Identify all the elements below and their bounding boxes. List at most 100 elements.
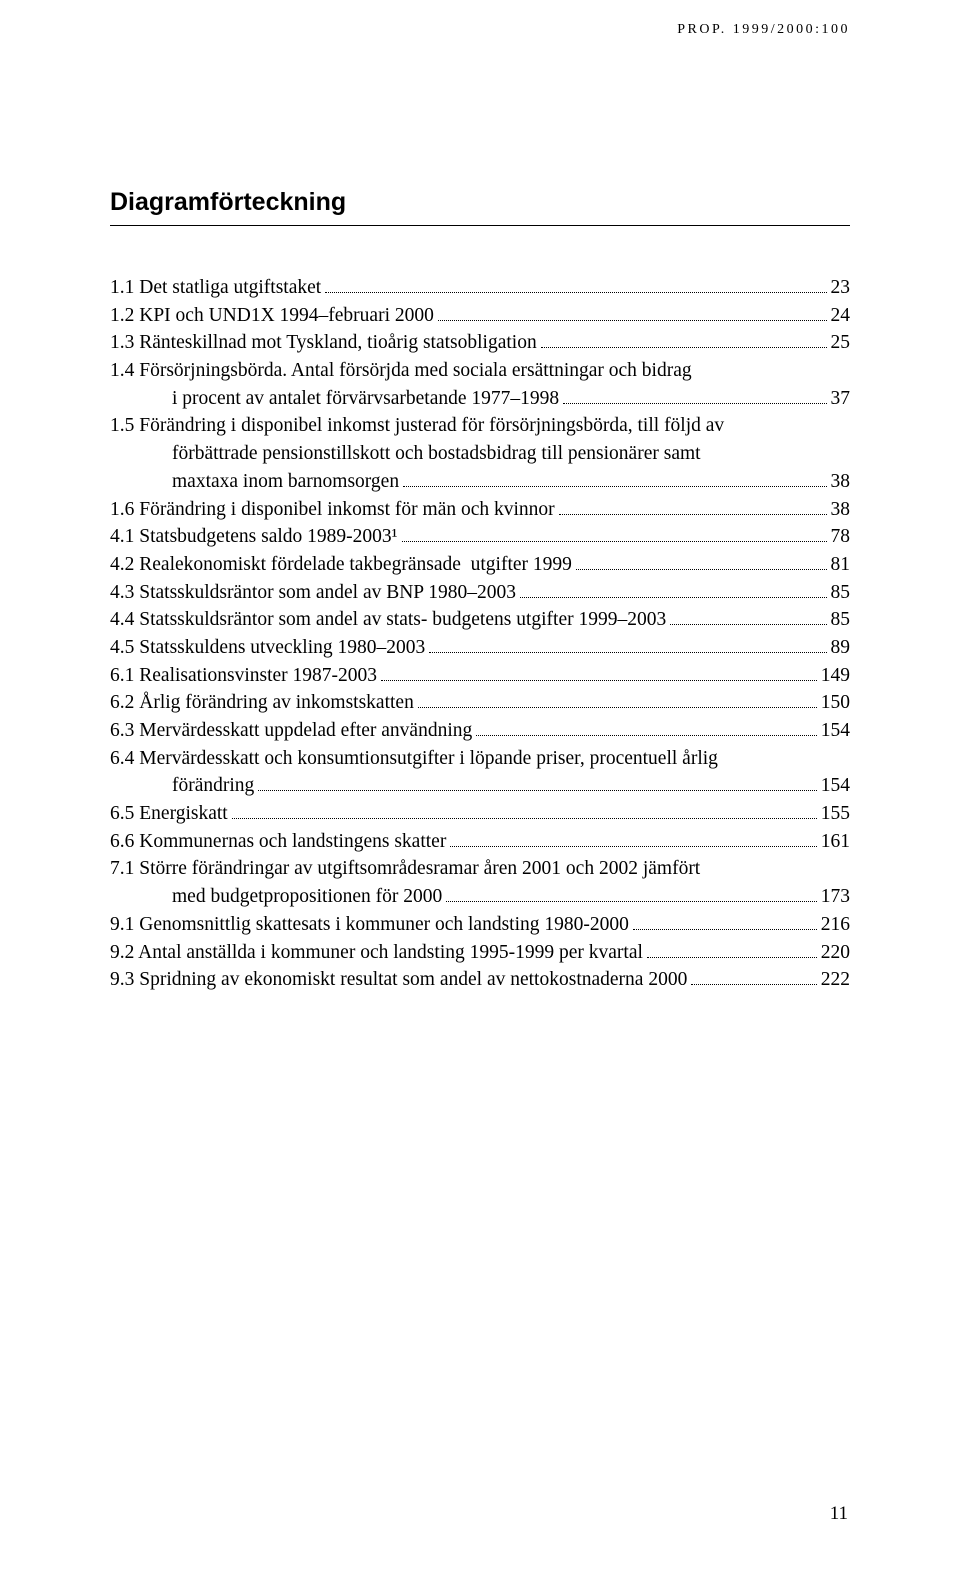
page-title: Diagramförteckning: [110, 188, 850, 217]
toc-entry-label: förbättrade pensionstillskott och bostad…: [110, 440, 701, 468]
toc-leader-dots: [563, 387, 826, 404]
running-header: PROP. 1999/2000:100: [677, 22, 850, 38]
toc-row: 4.3 Statsskuldsräntor som andel av BNP 1…: [110, 579, 850, 607]
toc-entry-label: 7.1 Större förändringar av utgiftsområde…: [110, 855, 700, 883]
toc-row: 1.3 Ränteskillnad mot Tyskland, tioårig …: [110, 329, 850, 357]
toc-leader-dots: [418, 692, 817, 709]
toc-row: 6.1 Realisationsvinster 1987-2003 149: [110, 662, 850, 690]
toc-row: 1.1 Det statliga utgiftstaket 23: [110, 274, 850, 302]
toc-row: 1.5 Förändring i disponibel inkomst just…: [110, 412, 850, 440]
toc-entry-page: 78: [831, 523, 851, 551]
toc-entry-label: 4.2 Realekonomiskt fördelade takbegränsa…: [110, 551, 572, 579]
toc-leader-dots: [402, 526, 827, 543]
toc-entry-label: 6.1 Realisationsvinster 1987-2003: [110, 662, 377, 690]
toc-entry-label: 9.3 Spridning av ekonomiskt resultat som…: [110, 966, 687, 994]
toc-entry-label: 1.4 Försörjningsbörda. Antal försörjda m…: [110, 357, 692, 385]
toc-leader-dots: [232, 802, 817, 819]
toc-entry-label: förändring: [110, 772, 254, 800]
toc-leader-dots: [403, 470, 826, 487]
toc-entry-label: 1.2 KPI och UND1X 1994–februari 2000: [110, 302, 434, 330]
toc-entry-page: 24: [831, 302, 851, 330]
toc-entry-page: 37: [831, 385, 851, 413]
toc-row: 4.2 Realekonomiskt fördelade takbegränsa…: [110, 551, 850, 579]
toc-row: i procent av antalet förvärvsarbetande 1…: [110, 385, 850, 413]
toc-row: förbättrade pensionstillskott och bostad…: [110, 440, 850, 468]
toc-entry-page: 216: [821, 911, 850, 939]
toc-entry-label: 6.4 Mervärdesskatt och konsumtionsutgift…: [110, 745, 718, 773]
toc-row: 9.3 Spridning av ekonomiskt resultat som…: [110, 966, 850, 994]
toc-row: 1.4 Försörjningsbörda. Antal försörjda m…: [110, 357, 850, 385]
toc-row: 6.4 Mervärdesskatt och konsumtionsutgift…: [110, 745, 850, 773]
toc-entry-page: 89: [831, 634, 851, 662]
toc-leader-dots: [691, 969, 816, 986]
toc-entry-label: 4.4 Statsskuldsräntor som andel av stats…: [110, 606, 666, 634]
toc-entry-page: 154: [821, 772, 850, 800]
toc-entry-label: 1.5 Förändring i disponibel inkomst just…: [110, 412, 724, 440]
toc-leader-dots: [325, 276, 826, 293]
toc-entry-page: 25: [831, 329, 851, 357]
toc-entry-page: 85: [831, 579, 851, 607]
toc-entry-page: 150: [821, 689, 850, 717]
toc-entry-page: 85: [831, 606, 851, 634]
toc-leader-dots: [541, 332, 827, 349]
toc-row: 1.6 Förändring i disponibel inkomst för …: [110, 496, 850, 524]
toc-leader-dots: [559, 498, 827, 515]
toc-entry-page: 38: [831, 468, 851, 496]
toc-entry-label: maxtaxa inom barnomsorgen: [110, 468, 399, 496]
toc-row: 1.2 KPI och UND1X 1994–februari 2000 24: [110, 302, 850, 330]
toc-entry-label: 4.1 Statsbudgetens saldo 1989-2003¹: [110, 523, 398, 551]
toc-leader-dots: [670, 609, 826, 626]
toc-row: 6.6 Kommunernas och landstingens skatter…: [110, 828, 850, 856]
toc-entry-label: 6.2 Årlig förändring av inkomstskatten: [110, 689, 414, 717]
toc-entry-label: 6.3 Mervärdesskatt uppdelad efter använd…: [110, 717, 472, 745]
toc-leader-dots: [520, 581, 826, 598]
toc-row: 9.1 Genomsnittlig skattesats i kommuner …: [110, 911, 850, 939]
toc-entry-page: 81: [831, 551, 851, 579]
page-number: 11: [830, 1503, 848, 1525]
toc-entry-label: med budgetpropositionen för 2000: [110, 883, 442, 911]
toc-entry-page: 23: [831, 274, 851, 302]
toc-row: 4.5 Statsskuldens utveckling 1980–2003 89: [110, 634, 850, 662]
toc-entry-label: 1.3 Ränteskillnad mot Tyskland, tioårig …: [110, 329, 537, 357]
toc-leader-dots: [633, 913, 817, 930]
toc-row: maxtaxa inom barnomsorgen 38: [110, 468, 850, 496]
toc-row: med budgetpropositionen för 2000 173: [110, 883, 850, 911]
toc-entry-page: 173: [821, 883, 850, 911]
toc-row: 4.4 Statsskuldsräntor som andel av stats…: [110, 606, 850, 634]
toc-entry-label: i procent av antalet förvärvsarbetande 1…: [110, 385, 559, 413]
toc-row: förändring 154: [110, 772, 850, 800]
toc-row: 6.2 Årlig förändring av inkomstskatten 15…: [110, 689, 850, 717]
page-content: Diagramförteckning 1.1 Det statliga utgi…: [110, 188, 850, 994]
toc-entry-label: 4.5 Statsskuldens utveckling 1980–2003: [110, 634, 425, 662]
toc-leader-dots: [429, 636, 826, 653]
toc-leader-dots: [446, 886, 817, 903]
toc-entry-label: 4.3 Statsskuldsräntor som andel av BNP 1…: [110, 579, 516, 607]
toc-entry-page: 161: [821, 828, 850, 856]
toc-entry-page: 220: [821, 939, 850, 967]
toc-leader-dots: [438, 304, 827, 321]
toc-leader-dots: [476, 719, 816, 736]
toc-leader-dots: [647, 941, 817, 958]
toc-entry-label: 1.1 Det statliga utgiftstaket: [110, 274, 321, 302]
toc-row: 9.2 Antal anställda i kommuner och lands…: [110, 939, 850, 967]
toc-entry-page: 38: [831, 496, 851, 524]
title-rule: [110, 225, 850, 226]
toc-leader-dots: [381, 664, 817, 681]
toc-entry-label: 6.6 Kommunernas och landstingens skatter: [110, 828, 446, 856]
toc-leader-dots: [258, 775, 816, 792]
toc-row: 7.1 Större förändringar av utgiftsområde…: [110, 855, 850, 883]
toc-entry-label: 6.5 Energiskatt: [110, 800, 228, 828]
toc-row: 6.5 Energiskatt 155: [110, 800, 850, 828]
toc-entry-label: 9.1 Genomsnittlig skattesats i kommuner …: [110, 911, 629, 939]
toc-row: 4.1 Statsbudgetens saldo 1989-2003¹ 78: [110, 523, 850, 551]
toc-leader-dots: [450, 830, 816, 847]
toc-entry-page: 155: [821, 800, 850, 828]
toc-entry-page: 149: [821, 662, 850, 690]
toc-leader-dots: [576, 553, 827, 570]
toc-row: 6.3 Mervärdesskatt uppdelad efter använd…: [110, 717, 850, 745]
table-of-contents: 1.1 Det statliga utgiftstaket231.2 KPI o…: [110, 274, 850, 994]
toc-entry-page: 222: [821, 966, 850, 994]
toc-entry-page: 154: [821, 717, 850, 745]
toc-entry-label: 9.2 Antal anställda i kommuner och lands…: [110, 939, 643, 967]
toc-entry-label: 1.6 Förändring i disponibel inkomst för …: [110, 496, 555, 524]
